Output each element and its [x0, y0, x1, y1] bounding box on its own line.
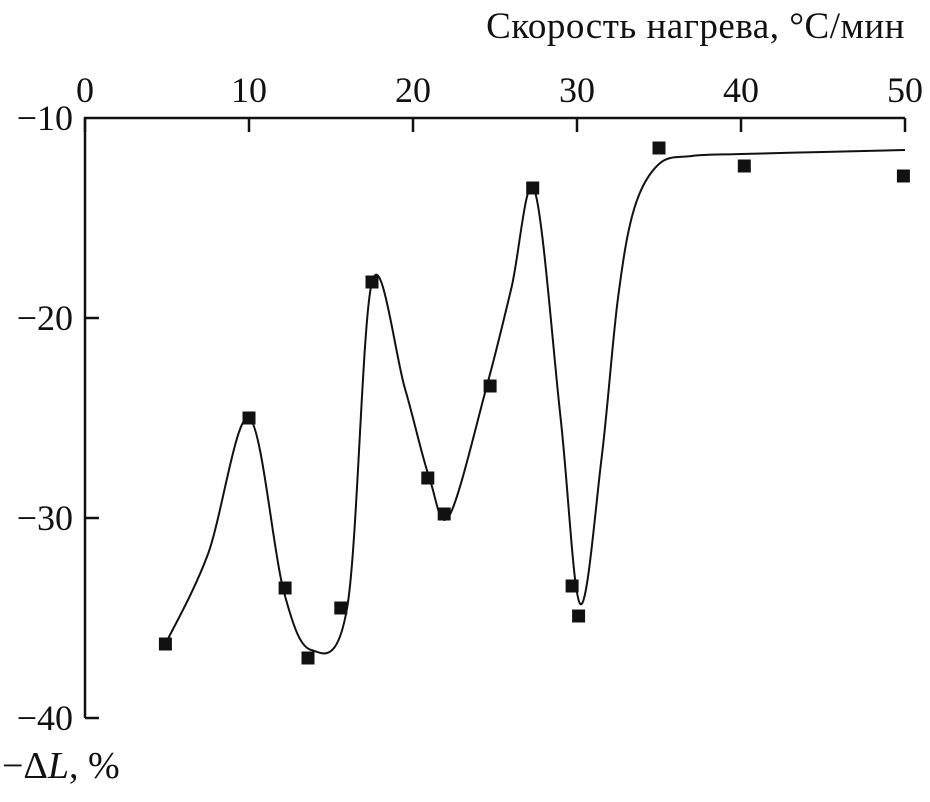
data-point-marker [652, 141, 666, 155]
x-tick-label: 40 [723, 70, 759, 110]
y-axis-label: −ΔL, % [2, 744, 120, 788]
x-tick-label: 30 [559, 70, 595, 110]
data-point-marker [158, 637, 172, 651]
y-tick-label: −20 [17, 298, 73, 338]
fit-curve [164, 149, 906, 655]
x-tick-label: 50 [887, 70, 923, 110]
x-tick-label: 20 [395, 70, 431, 110]
data-point-marker [526, 181, 540, 195]
y-axis-label-prefix: −Δ [2, 745, 48, 787]
data-point-marker [242, 411, 256, 425]
data-point-marker [278, 581, 292, 595]
data-point-marker [301, 651, 315, 665]
data-point-marker [896, 169, 910, 183]
data-point-marker [437, 507, 451, 521]
y-tick-label: −30 [17, 498, 73, 538]
data-point-marker [483, 379, 497, 393]
axes [83, 116, 905, 718]
data-point-marker [572, 609, 586, 623]
data-point-marker [737, 159, 751, 173]
data-point-marker [565, 579, 579, 593]
chart-title: Скорость нагрева, °С/мин [486, 6, 905, 47]
y-tick-label: −40 [17, 698, 73, 738]
y-tick-label: −10 [17, 98, 73, 138]
data-point-marker [334, 601, 348, 615]
x-tick-label: 0 [76, 70, 94, 110]
data-point-marker [365, 275, 379, 289]
x-tick-label: 10 [231, 70, 267, 110]
y-axis-label-symbol: L [47, 745, 70, 787]
y-axis-label-suffix: , % [69, 745, 120, 787]
data-point-marker [421, 471, 435, 485]
